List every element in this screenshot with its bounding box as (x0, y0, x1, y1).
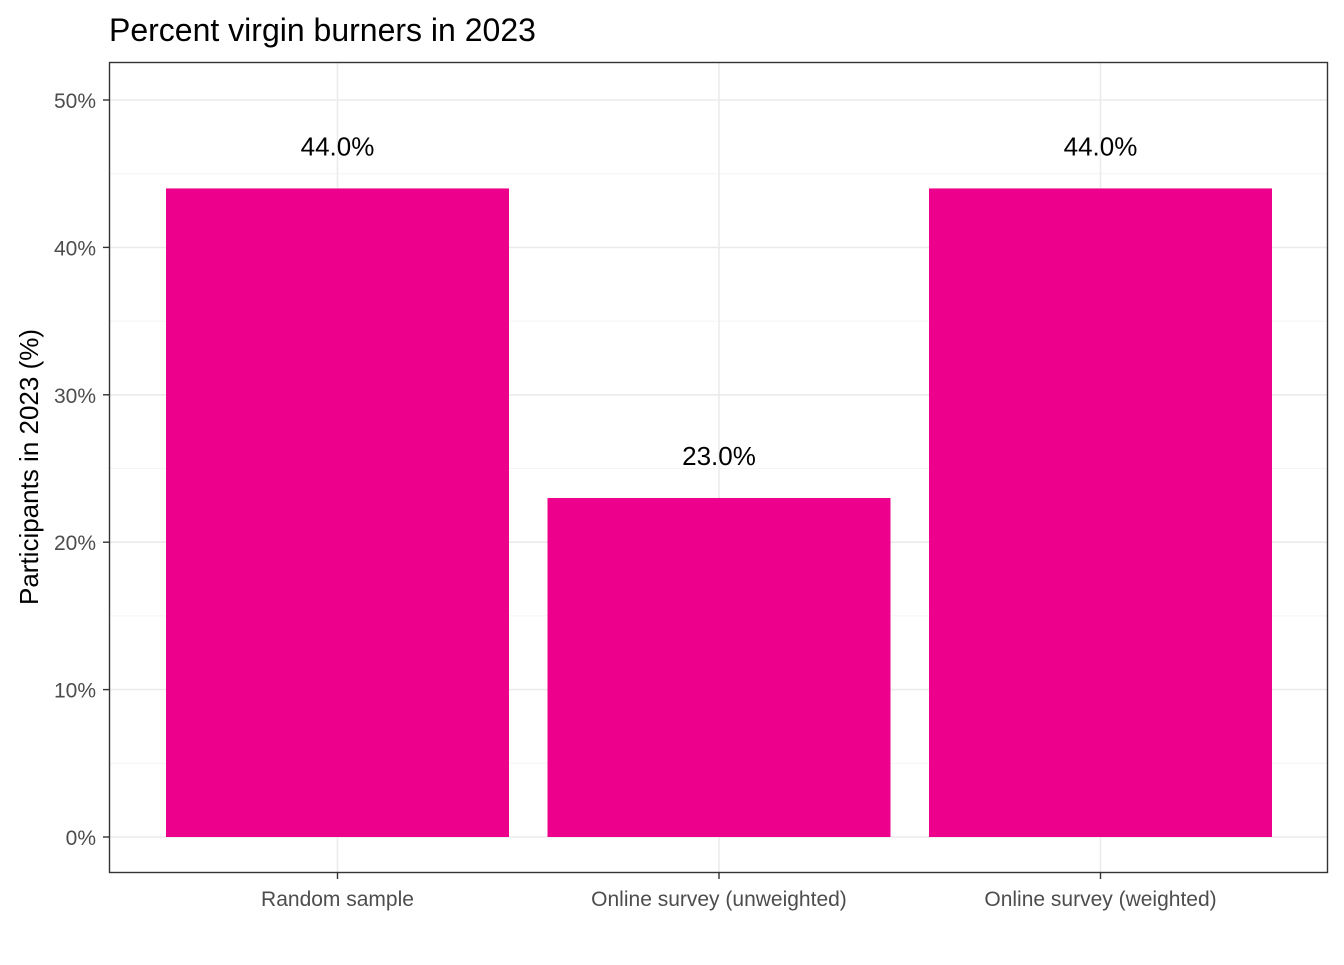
chart-title: Percent virgin burners in 2023 (109, 12, 536, 48)
value-labels: 44.0% 23.0% 44.0% (301, 131, 1138, 471)
y-axis-label: Participants in 2023 (%) (14, 329, 44, 605)
bar (166, 188, 509, 837)
x-tick-label: Online survey (weighted) (984, 888, 1216, 911)
bars (166, 188, 1272, 837)
bar-value-label: 23.0% (682, 441, 756, 471)
x-axis: Random sample Online survey (unweighted) O… (261, 872, 1217, 911)
y-axis: 0% 10% 20% 30% 40% 50% (54, 90, 110, 850)
bar-value-label: 44.0% (301, 131, 375, 161)
x-tick-label: Random sample (261, 888, 414, 911)
y-tick-label: 0% (66, 827, 96, 850)
y-tick-label: 20% (54, 532, 96, 555)
x-tick-label: Online survey (unweighted) (591, 888, 847, 911)
bar (929, 188, 1272, 837)
y-tick-label: 40% (54, 237, 96, 260)
bar-value-label: 44.0% (1064, 131, 1138, 161)
bar (547, 497, 891, 837)
y-tick-label: 10% (54, 680, 96, 703)
y-tick-label: 30% (54, 385, 96, 408)
y-tick-label: 50% (54, 90, 96, 113)
